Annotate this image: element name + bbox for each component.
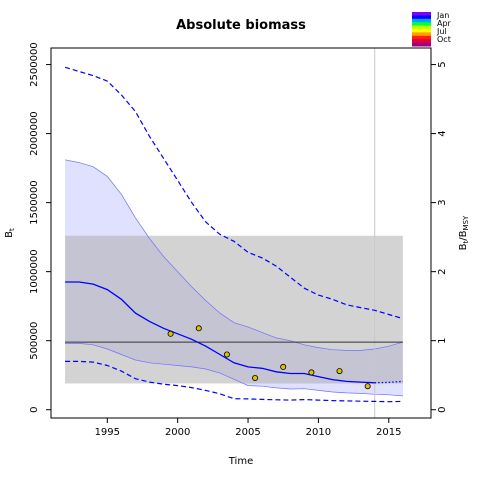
right-tick-label: 2 — [437, 269, 448, 275]
legend-color-swatch — [412, 39, 431, 44]
chart-title: Absolute biomass — [176, 18, 306, 33]
right-tick-label: 5 — [437, 61, 448, 67]
x-tick-label: 2010 — [306, 427, 331, 438]
y-axis-label-right: Bt/BMSY — [458, 215, 470, 250]
confidence-bands — [65, 159, 403, 397]
x-tick-label: 2005 — [235, 427, 260, 438]
right-tick-label: 0 — [437, 407, 448, 413]
plot-area — [50, 47, 432, 419]
ci-upper-line — [64, 66, 404, 320]
observation-point — [195, 325, 202, 332]
y-axis-right: 0 1 2 3 4 5 — [431, 61, 448, 413]
observation-point — [364, 383, 371, 390]
right-tick-label: 3 — [437, 199, 448, 205]
y-tick-label: 0 — [29, 407, 40, 413]
observation-point — [167, 330, 174, 337]
legend-label: Oct — [437, 35, 451, 44]
legend-color-swatch — [412, 42, 431, 47]
biomass-estimate-line — [65, 281, 375, 384]
legend-label: Jul — [436, 27, 447, 36]
y-axis-label-left: Bt — [4, 228, 16, 238]
legend-label: Apr — [437, 19, 452, 28]
observation-point — [280, 363, 287, 370]
observation-point — [252, 374, 259, 381]
ci-lower-line — [65, 360, 403, 403]
series-lines — [64, 48, 404, 418]
x-tick-label: 1995 — [95, 427, 120, 438]
y-tick-label: 500000 — [29, 322, 40, 360]
observation-point — [308, 369, 315, 376]
bmsy-band — [65, 235, 403, 384]
x-tick-label: 2000 — [165, 427, 190, 438]
y-axis-left: 0 500000 1000000 1500000 2000000 2500000 — [29, 42, 51, 413]
band-lower-edge — [65, 343, 403, 397]
legend-color-swatch — [412, 15, 431, 20]
x-axis: 1995 2000 2005 2010 2015 — [95, 418, 402, 438]
svg-text:Bt: Bt — [4, 228, 16, 238]
legend-color-swatch — [412, 18, 431, 23]
y-tick-label: 2500000 — [29, 42, 40, 87]
band-upper-edge — [65, 159, 403, 351]
biomass-prediction-line — [374, 380, 403, 384]
legend-color-swatch — [412, 35, 431, 40]
observation-points — [167, 325, 371, 390]
observation-point — [336, 368, 343, 375]
legend-color-swatch — [412, 22, 431, 27]
legend-color-swatch — [412, 29, 431, 33]
legend-color-swatch — [412, 12, 431, 16]
observation-point — [223, 351, 230, 358]
y-tick-label: 1000000 — [29, 249, 40, 294]
legend-color-swatch — [412, 25, 431, 30]
y-tick-label: 1500000 — [29, 180, 40, 225]
svg-text:Bt/BMSY: Bt/BMSY — [458, 215, 470, 250]
legend-color-swatch — [412, 32, 431, 37]
right-tick-label: 4 — [437, 130, 448, 136]
plot-frame — [50, 47, 432, 419]
y-tick-label: 2000000 — [29, 111, 40, 156]
legend-label: Jan — [436, 11, 449, 20]
x-axis-label: Time — [228, 456, 253, 467]
x-tick-label: 2015 — [376, 427, 401, 438]
right-tick-label: 1 — [437, 338, 448, 344]
